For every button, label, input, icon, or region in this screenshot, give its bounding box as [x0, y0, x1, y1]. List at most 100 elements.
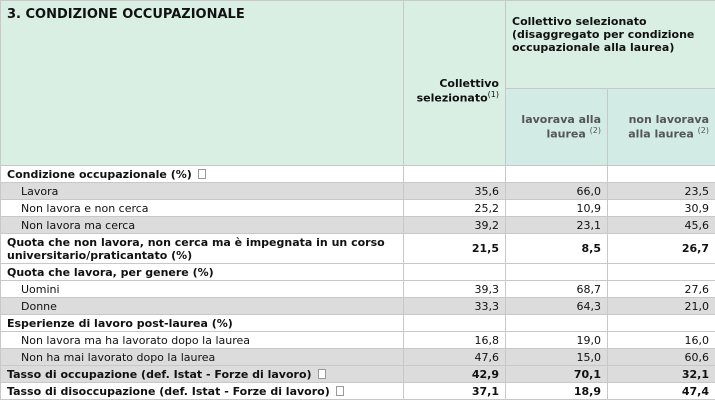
cell-value: 16,8 — [474, 333, 500, 347]
cell-value: 23,1 — [576, 218, 602, 232]
sub-label-wrap: non lavorava alla laurea (2) — [614, 113, 709, 141]
value-cell: 21,5 — [403, 233, 506, 264]
cell-value: 19,0 — [576, 333, 602, 347]
row-label-cell: Condizione occupazionale (%) — [0, 165, 404, 183]
value-cell: 23,1 — [505, 216, 608, 234]
value-cell: 64,3 — [505, 297, 608, 315]
cell-value: 42,9 — [471, 367, 499, 381]
table-row: Donne 33,3 64,3 21,0 — [0, 297, 715, 315]
cell-value: 26,7 — [681, 242, 709, 255]
value-cell: 33,3 — [403, 297, 506, 315]
title-text: 3. CONDIZIONE OCCUPAZIONALE — [7, 7, 245, 22]
doc-icon — [197, 168, 206, 179]
row-label-cell: Esperienze di lavoro post-laurea (%) — [0, 314, 404, 332]
row-label: Lavora — [21, 184, 59, 198]
cell-value: 39,3 — [474, 282, 500, 296]
sub-note: (2) — [697, 126, 709, 136]
cell-value: 66,0 — [576, 184, 602, 198]
value-cell: 42,9 — [403, 365, 506, 383]
value-cell: 68,7 — [505, 280, 608, 298]
row-label-cell: Donne — [0, 297, 404, 315]
cell-value: 32,1 — [681, 367, 709, 381]
sub-note: (2) — [589, 126, 601, 136]
cell-value: 16,0 — [684, 333, 710, 347]
row-label: Tasso di disoccupazione (def. Istat - Fo… — [7, 384, 330, 398]
cell-value: 33,3 — [474, 299, 500, 313]
cell-value: 39,2 — [474, 218, 500, 232]
row-label: Donne — [21, 299, 57, 313]
subheader-row: lavorava alla laurea (2) non lavorava al… — [1, 88, 715, 166]
doc-icon — [335, 385, 344, 396]
group-label: Collettivo selezionato (disaggregato per… — [512, 15, 695, 54]
value-cell: 30,9 — [607, 199, 715, 217]
value-cell: 66,0 — [505, 182, 608, 200]
value-cell — [505, 314, 608, 332]
col1-note: (1) — [487, 90, 499, 100]
cell-value: 37,1 — [471, 384, 499, 398]
value-cell — [403, 165, 506, 183]
value-cell: 27,6 — [607, 280, 715, 298]
cell-value: 47,4 — [681, 384, 709, 398]
sub-header: lavorava alla laurea (2) — [505, 88, 608, 166]
row-label-cell: Tasso di occupazione (def. Istat - Forze… — [0, 365, 404, 383]
cell-value: 27,6 — [684, 282, 710, 296]
value-cell: 10,9 — [505, 199, 608, 217]
col1-label: Collettivo selezionato — [416, 77, 499, 105]
row-label: Quota che lavora, per genere (%) — [7, 265, 214, 279]
value-cell — [607, 314, 715, 332]
cell-value: 21,0 — [684, 299, 710, 313]
row-label-cell: Quota che non lavora, non cerca ma è imp… — [0, 233, 404, 264]
row-label-cell: Lavora — [0, 182, 404, 200]
row-label-cell: Tasso di disoccupazione (def. Istat - Fo… — [0, 382, 404, 400]
row-label: Non lavora ma ha lavorato dopo la laurea — [21, 333, 250, 347]
cell-value: 23,5 — [684, 184, 710, 198]
sub-label: lavorava alla laurea — [521, 113, 601, 141]
value-cell: 18,9 — [505, 382, 608, 400]
value-cell: 39,3 — [403, 280, 506, 298]
cell-value: 10,9 — [576, 201, 602, 215]
value-cell: 45,6 — [607, 216, 715, 234]
value-cell: 39,2 — [403, 216, 506, 234]
table-row: Tasso di occupazione (def. Istat - Forze… — [0, 365, 715, 383]
cell-value: 15,0 — [576, 350, 602, 364]
row-label-cell: Non lavora ma ha lavorato dopo la laurea — [0, 331, 404, 349]
value-cell — [403, 314, 506, 332]
value-cell: 16,8 — [403, 331, 506, 349]
doc-icon — [317, 368, 326, 379]
value-cell: 21,0 — [607, 297, 715, 315]
cell-value: 8,5 — [581, 242, 602, 255]
row-label-cell: Quota che lavora, per genere (%) — [0, 263, 404, 281]
value-cell: 47,4 — [607, 382, 715, 400]
row-label-cell: Uomini — [0, 280, 404, 298]
cell-value: 68,7 — [576, 282, 602, 296]
table-row: Tasso di disoccupazione (def. Istat - Fo… — [0, 382, 715, 400]
header-row: 3. CONDIZIONE OCCUPAZIONALE Collettivo s… — [0, 0, 715, 166]
cell-value: 30,9 — [684, 201, 710, 215]
row-label-cell: Non lavora ma cerca — [0, 216, 404, 234]
col1-header: Collettivo selezionato(1) — [403, 0, 506, 166]
table-row: Non ha mai lavorato dopo la laurea 47,6 15… — [0, 348, 715, 366]
value-cell: 35,6 — [403, 182, 506, 200]
value-cell: 37,1 — [403, 382, 506, 400]
value-cell: 25,2 — [403, 199, 506, 217]
sub-label-wrap: lavorava alla laurea (2) — [512, 113, 601, 141]
table-row: Quota che non lavora, non cerca ma è imp… — [0, 233, 715, 264]
value-cell: 8,5 — [505, 233, 608, 264]
value-cell: 19,0 — [505, 331, 608, 349]
row-label: Tasso di occupazione (def. Istat - Forze… — [7, 367, 312, 381]
value-cell: 23,5 — [607, 182, 715, 200]
cell-value: 47,6 — [474, 350, 500, 364]
row-label: Non lavora e non cerca — [21, 201, 149, 215]
row-label-cell: Non ha mai lavorato dopo la laurea — [0, 348, 404, 366]
value-cell — [403, 263, 506, 281]
value-cell: 16,0 — [607, 331, 715, 349]
row-label: Condizione occupazionale (%) — [7, 167, 192, 181]
table-row: Non lavora e non cerca 25,2 10,9 30,9 — [0, 199, 715, 217]
cell-value: 18,9 — [573, 384, 601, 398]
row-label: Quota che non lavora, non cerca ma è imp… — [7, 235, 385, 262]
cell-value: 45,6 — [684, 218, 710, 232]
group-header: Collettivo selezionato (disaggregato per… — [505, 0, 715, 89]
row-label: Esperienze di lavoro post-laurea (%) — [7, 316, 233, 330]
